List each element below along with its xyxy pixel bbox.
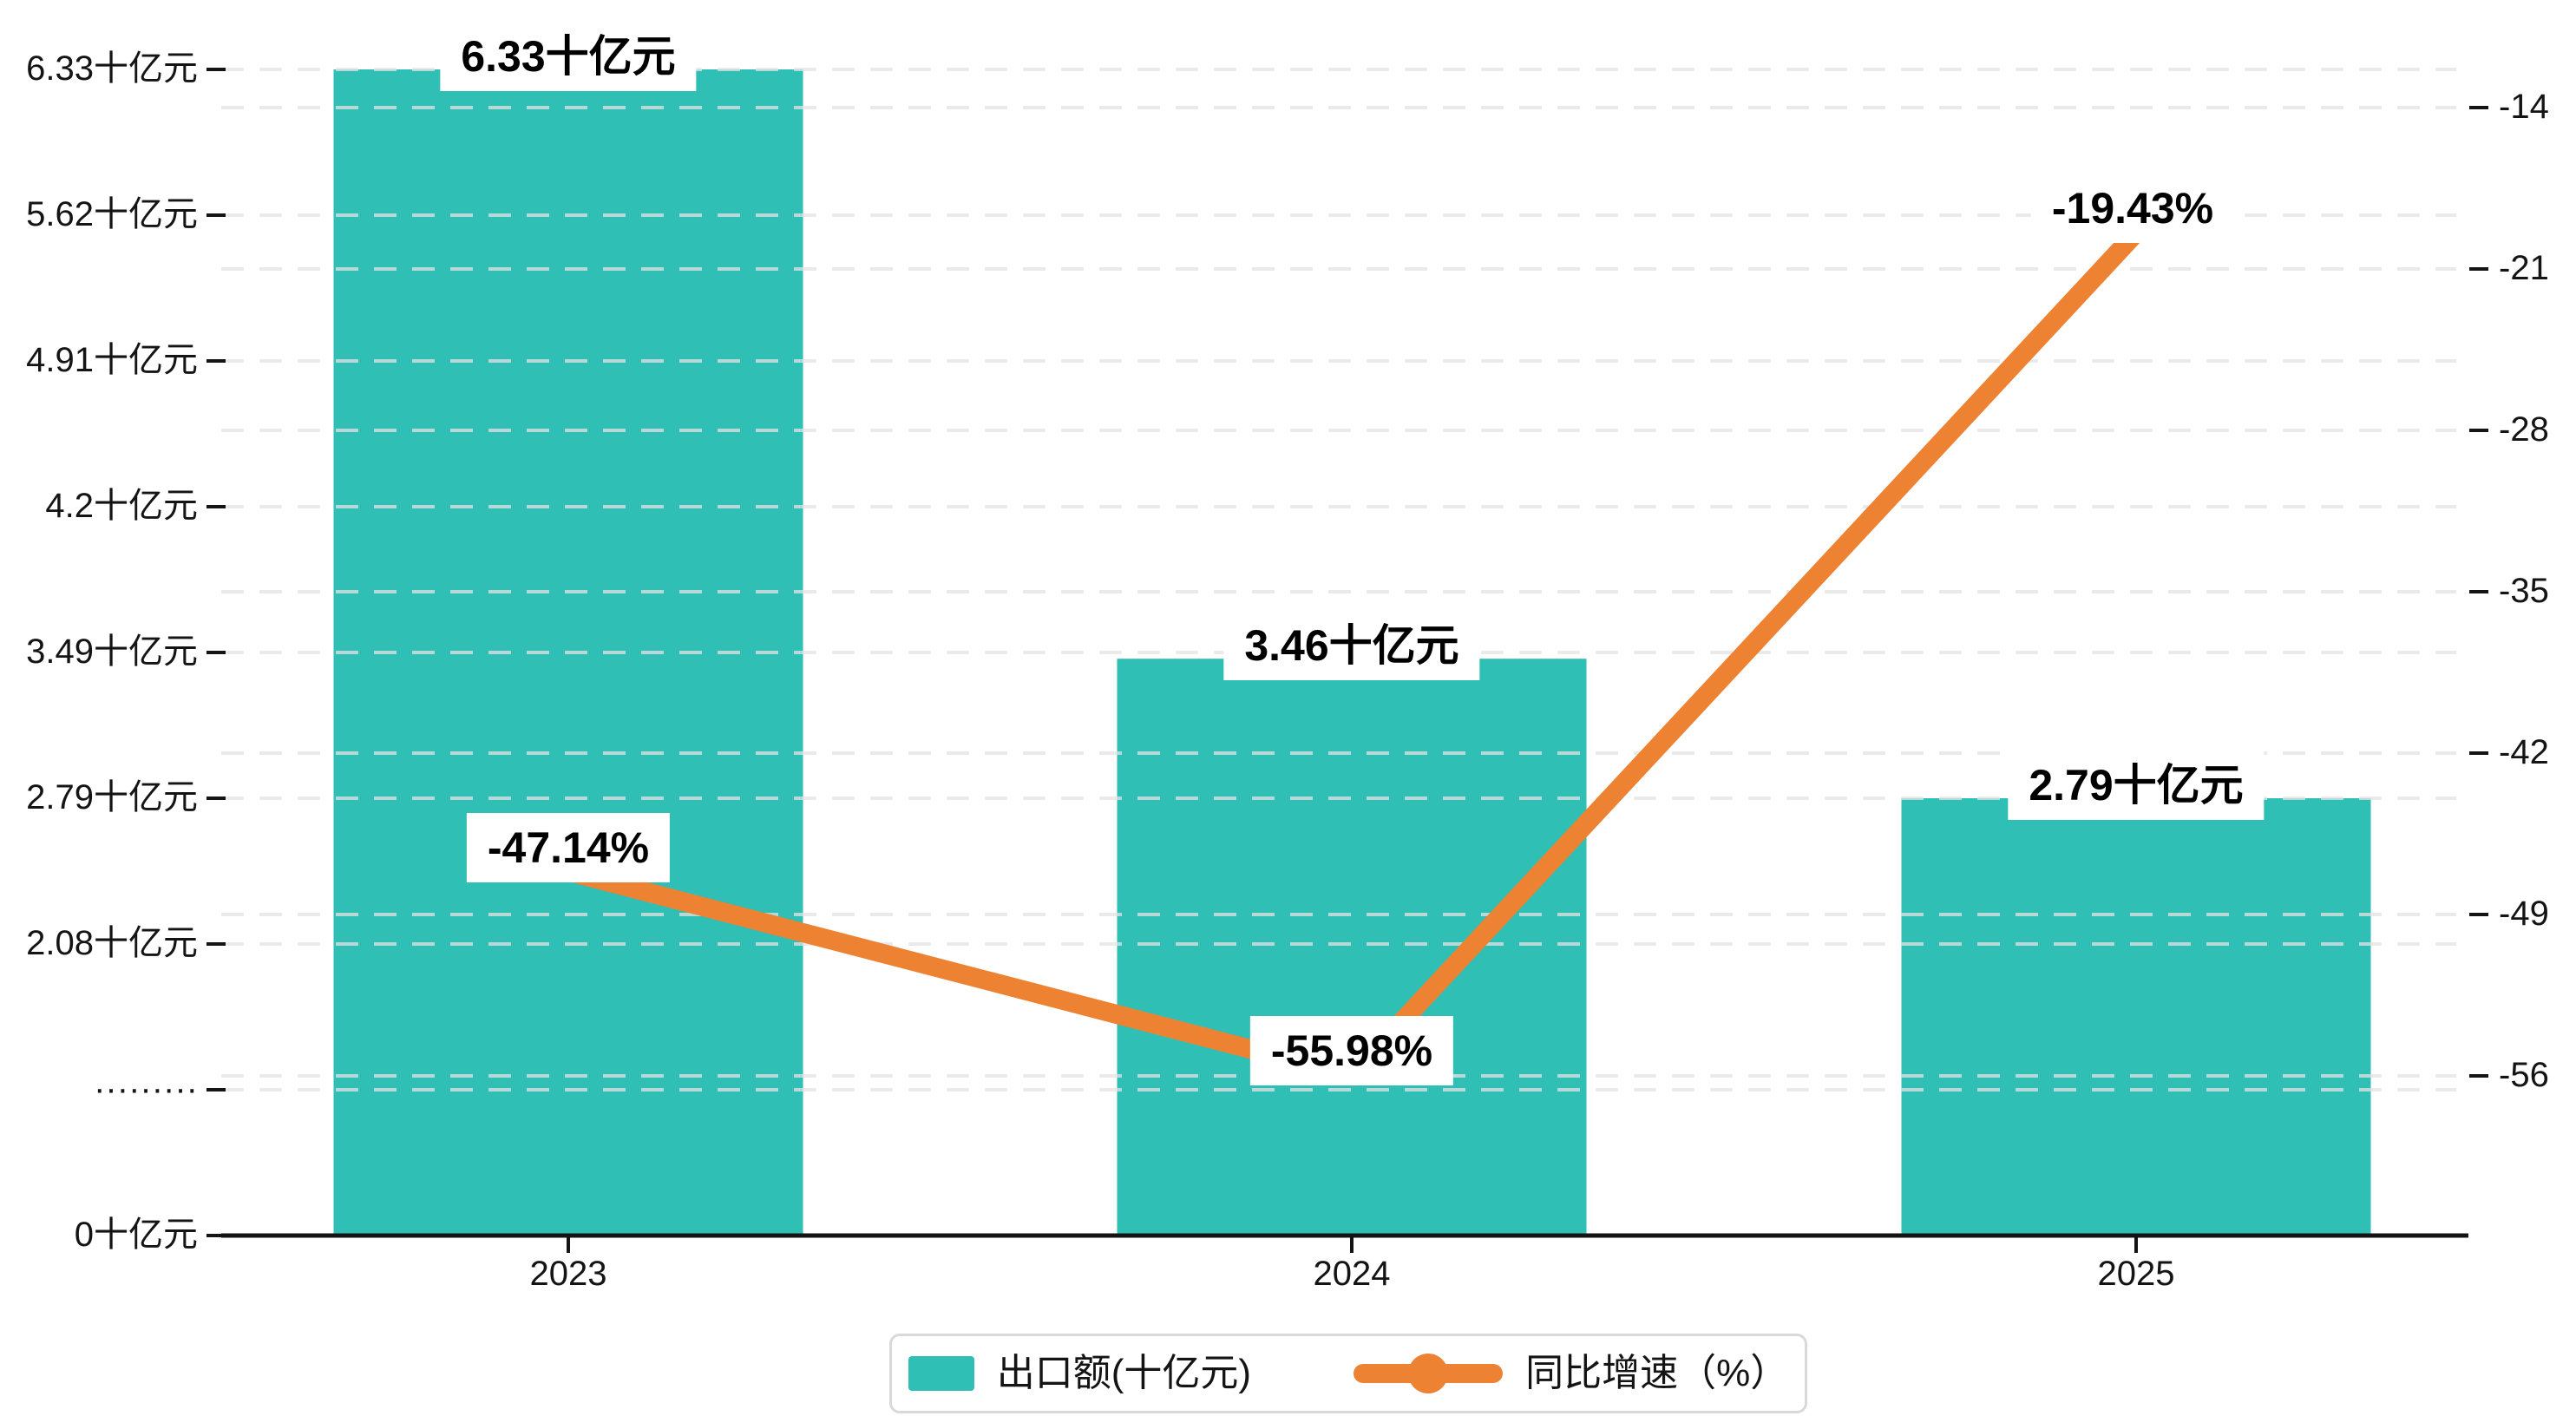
left-axis-label: 2.79十亿元 [26,778,198,816]
line-series-dot-icon [1408,1354,1449,1393]
x-axis-label: 2024 [1313,1255,1391,1293]
line-value-label: -47.14% [466,812,671,882]
right-axis-label: -49 [2499,895,2549,933]
left-axis-label: ········· [94,1070,198,1108]
legend-item-export[interactable]: 出口额(十亿元) [908,1352,1251,1395]
line-series-swatch [1354,1354,1504,1393]
x-axis-label: 2023 [529,1255,607,1293]
left-axis-label: 3.49十亿元 [26,633,198,671]
legend-item-growth[interactable]: 同比增速（%） [1354,1352,1788,1395]
bar-2025 [1901,798,2371,1236]
x-axis-label: 2025 [2097,1255,2175,1293]
bar-value-label: 6.33十亿元 [440,22,697,91]
right-axis-label: -42 [2499,733,2549,771]
right-axis-label: -56 [2499,1056,2549,1094]
left-axis-label: 2.08十亿元 [26,924,198,962]
legend: 出口额(十亿元) 同比增速（%） [889,1334,1807,1413]
right-axis-label: -35 [2499,572,2549,610]
legend-label-export: 出口额(十亿元) [996,1352,1252,1394]
left-axis-label: 0十亿元 [74,1216,198,1254]
line-value-label: -19.43% [2030,174,2235,244]
right-axis-label: -14 [2499,88,2549,126]
right-axis-label: -21 [2499,249,2549,287]
bar-value-label: 2.79十亿元 [2008,751,2265,820]
legend-label-growth: 同比增速（%） [1525,1352,1789,1394]
right-axis-label: -28 [2499,410,2549,449]
left-axis-label: 5.62十亿元 [26,195,198,233]
left-axis-label: 6.33十亿元 [26,49,198,88]
line-value-label: -55.98% [1249,1016,1454,1086]
left-axis-label: 4.2十亿元 [45,487,198,525]
left-axis-label: 4.91十亿元 [26,341,198,379]
bar-series-swatch [908,1356,974,1391]
bar-value-label: 3.46十亿元 [1223,611,1480,681]
